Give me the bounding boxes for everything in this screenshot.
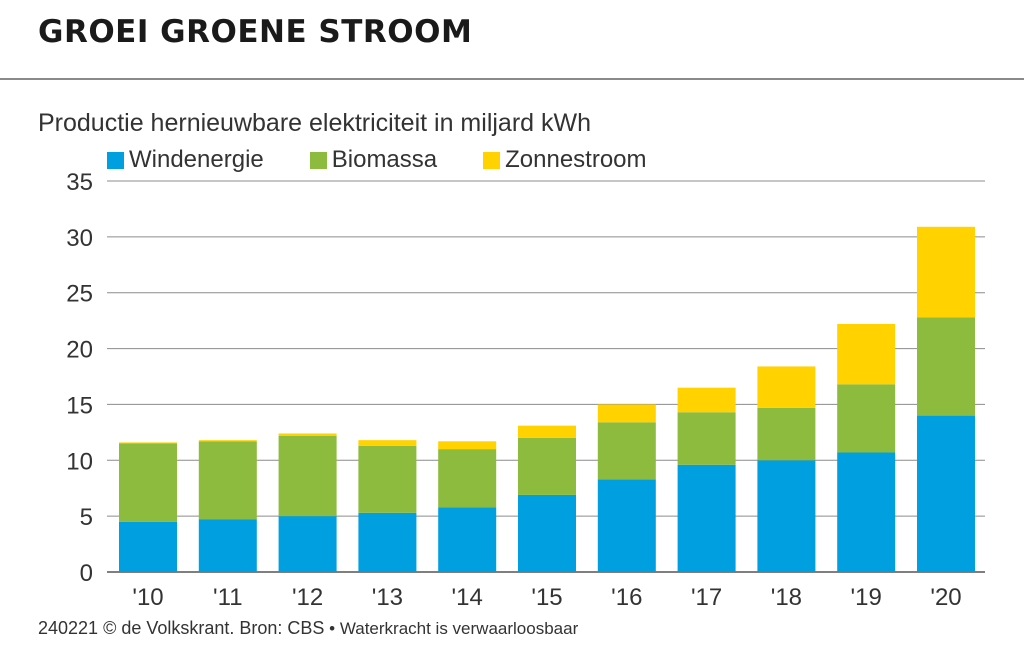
bar-wind xyxy=(677,464,736,572)
x-tick-label: '13 xyxy=(372,584,403,611)
bar-biomass xyxy=(438,449,497,508)
y-tick-label: 5 xyxy=(80,504,93,531)
bar-solar xyxy=(837,323,896,385)
footer-credit: 240221 © de Volkskrant. Bron: CBS xyxy=(38,618,325,638)
chart-subtitle: Productie hernieuwbare elektriciteit in … xyxy=(38,109,592,137)
bar-wind xyxy=(438,507,497,572)
bar-biomass xyxy=(119,443,177,522)
legend-swatch-solar xyxy=(483,151,501,169)
x-tick-label: '20 xyxy=(930,584,961,611)
legend-swatch-wind xyxy=(107,151,124,169)
header-bar: GROEI GROENE STROOM xyxy=(0,0,1024,80)
x-tick-label: '17 xyxy=(691,584,722,611)
legend: Windenergie Biomassa Zonnestroom xyxy=(107,145,693,175)
legend-label-wind: Windenergie xyxy=(129,146,264,173)
footer-note: • Waterkracht is verwaarloosbaar xyxy=(324,619,579,638)
chart-title: GROEI GROENE STROOM xyxy=(38,14,473,50)
x-tick-label: '16 xyxy=(611,584,642,611)
bar-solar xyxy=(677,387,736,413)
bar-solar xyxy=(119,442,177,444)
y-tick-label: 25 xyxy=(66,281,93,308)
legend-swatch-biomass xyxy=(309,151,327,169)
y-tick-label: 20 xyxy=(66,337,93,364)
y-tick-label: 30 xyxy=(66,225,93,252)
x-tick-label: '12 xyxy=(292,584,323,611)
bar-biomass xyxy=(358,445,417,513)
bar-biomass xyxy=(757,407,816,461)
x-tick-label: '14 xyxy=(452,584,483,611)
bar-wind xyxy=(917,415,975,572)
bar-solar xyxy=(597,404,656,423)
legend-item-wind: Windenergie xyxy=(107,146,264,174)
bar-solar xyxy=(358,440,417,446)
bar-wind xyxy=(358,512,417,572)
legend-item-biomass: Biomassa xyxy=(309,146,438,174)
legend-label-biomass: Biomassa xyxy=(331,146,438,173)
bar-wind xyxy=(518,494,576,572)
bar-biomass xyxy=(837,384,896,453)
bar-biomass xyxy=(917,317,975,416)
bar-wind xyxy=(597,479,656,572)
bar-biomass xyxy=(278,435,337,517)
y-tick-label: 10 xyxy=(66,448,93,475)
bar-solar xyxy=(917,226,975,318)
x-tick-label: '18 xyxy=(771,584,802,611)
bar-biomass xyxy=(677,412,736,465)
x-tick-label: '15 xyxy=(531,584,562,611)
y-tick-label: 35 xyxy=(66,169,93,196)
bar-wind xyxy=(278,516,337,572)
bar-solar xyxy=(438,441,497,450)
y-tick-label: 0 xyxy=(80,560,93,587)
y-tick-label: 15 xyxy=(66,392,93,419)
bar-wind xyxy=(119,521,177,572)
legend-item-solar: Zonnestroom xyxy=(483,146,647,174)
bar-biomass xyxy=(518,437,576,495)
x-tick-label: '11 xyxy=(213,584,243,611)
bar-biomass xyxy=(597,422,656,480)
bar-biomass xyxy=(198,441,257,520)
bar-wind xyxy=(198,519,257,572)
bar-solar xyxy=(278,433,337,436)
bar-solar xyxy=(757,366,816,408)
bar-solar xyxy=(198,440,257,442)
bar-solar xyxy=(518,425,576,438)
x-tick-label: '10 xyxy=(132,584,163,611)
bar-wind xyxy=(837,452,896,572)
legend-label-solar: Zonnestroom xyxy=(505,146,647,173)
footer: 240221 © de Volkskrant. Bron: CBS • Wate… xyxy=(38,618,578,639)
bar-wind xyxy=(757,460,816,572)
x-tick-label: '19 xyxy=(851,584,882,611)
